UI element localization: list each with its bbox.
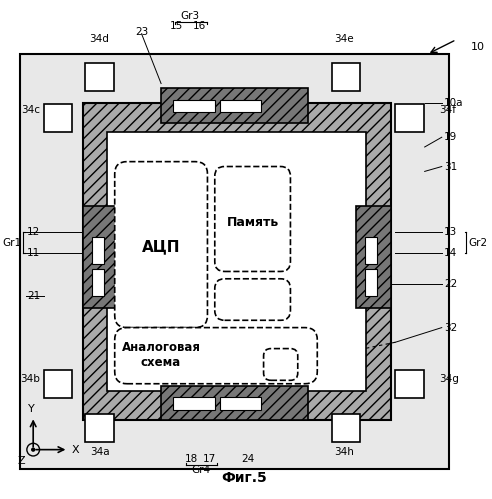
Bar — [161, 88, 308, 123]
Bar — [86, 414, 114, 442]
Text: Gr1: Gr1 — [2, 238, 22, 248]
Text: Память: Память — [227, 216, 279, 229]
Bar — [396, 104, 424, 132]
Bar — [219, 100, 261, 112]
Circle shape — [31, 448, 34, 451]
Bar — [396, 370, 424, 398]
Bar — [365, 269, 377, 296]
Bar — [173, 397, 215, 410]
Text: Z: Z — [18, 457, 25, 467]
Bar — [107, 132, 366, 391]
Text: 10: 10 — [471, 42, 485, 52]
Text: 11: 11 — [27, 248, 40, 258]
FancyBboxPatch shape — [215, 279, 290, 320]
Text: Аналоговая
схема: Аналоговая схема — [122, 341, 201, 369]
Text: 34c: 34c — [21, 105, 40, 115]
Text: 34f: 34f — [439, 105, 456, 115]
Text: 17: 17 — [203, 455, 216, 465]
Text: 15: 15 — [170, 21, 184, 31]
Text: 34g: 34g — [439, 374, 459, 384]
FancyBboxPatch shape — [264, 349, 298, 380]
Bar — [92, 269, 104, 296]
Text: 18: 18 — [185, 455, 198, 465]
FancyBboxPatch shape — [115, 328, 317, 384]
Bar — [83, 206, 117, 308]
FancyBboxPatch shape — [215, 167, 290, 271]
Text: 21: 21 — [27, 291, 40, 301]
Text: X: X — [71, 445, 79, 455]
Text: 14: 14 — [444, 248, 458, 258]
Text: 22: 22 — [444, 278, 458, 288]
FancyBboxPatch shape — [115, 162, 208, 328]
Text: Gr2: Gr2 — [468, 238, 488, 248]
Text: 19: 19 — [444, 132, 458, 142]
Text: 34d: 34d — [90, 33, 110, 43]
Text: 24: 24 — [242, 455, 254, 465]
Bar — [332, 414, 360, 442]
Text: 13: 13 — [444, 228, 458, 238]
Bar — [173, 100, 215, 112]
Bar — [332, 62, 360, 91]
Bar — [219, 397, 261, 410]
Bar — [365, 238, 377, 264]
Bar — [356, 206, 391, 308]
Text: Gr4: Gr4 — [191, 465, 211, 475]
Text: 31: 31 — [444, 162, 458, 172]
Bar — [86, 62, 114, 91]
Text: 34b: 34b — [20, 374, 40, 384]
Text: Y: Y — [28, 404, 34, 414]
Text: 12: 12 — [27, 228, 40, 238]
Text: 16: 16 — [192, 21, 206, 31]
Text: 23: 23 — [135, 27, 148, 37]
Bar — [20, 54, 449, 469]
Text: 34a: 34a — [90, 447, 109, 457]
Text: АЦП: АЦП — [142, 240, 181, 254]
Bar — [44, 370, 72, 398]
Bar — [83, 103, 391, 420]
Text: 10a: 10a — [444, 98, 463, 108]
Text: 32: 32 — [444, 322, 458, 333]
Bar — [44, 104, 72, 132]
Text: Gr3: Gr3 — [181, 11, 200, 21]
Bar — [92, 238, 104, 264]
Text: Фиг.5: Фиг.5 — [221, 471, 267, 485]
Bar — [161, 386, 308, 420]
Text: 34e: 34e — [334, 33, 353, 43]
Text: 34h: 34h — [334, 447, 354, 457]
